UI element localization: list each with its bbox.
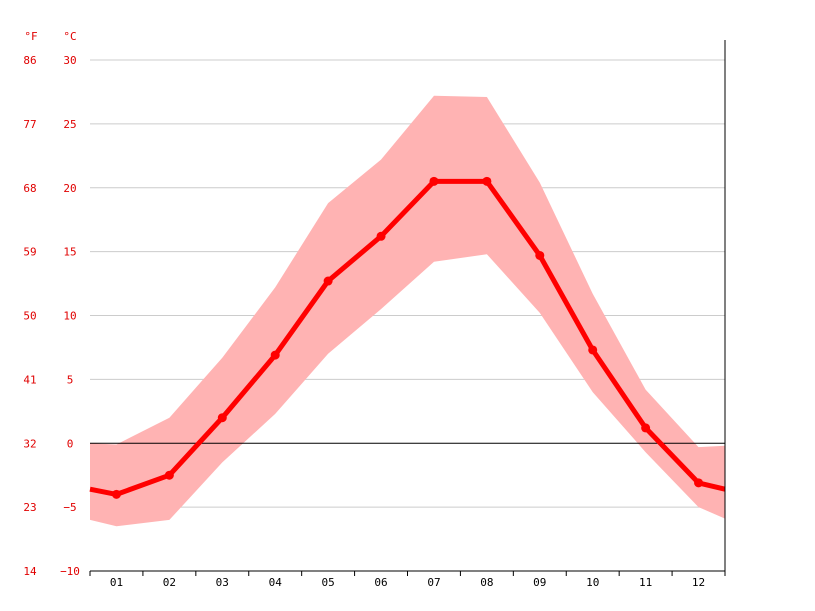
x-tick-labels: 01 02 03 04 05 06 07 08 09 10 11 12	[110, 576, 705, 589]
celsius-tick-label: 25	[63, 118, 76, 131]
data-point	[429, 176, 439, 186]
x-tick-label: 03	[216, 576, 229, 589]
y-tick-labels: 86 30 77 25 68 20 59 15 50 10 41 5 32 0 23 −5 14 −10	[23, 54, 80, 578]
celsius-tick-label: 0	[67, 437, 74, 450]
celsius-tick-label: 30	[63, 54, 76, 67]
celsius-tick-label: 20	[63, 182, 76, 195]
fahrenheit-tick-label: 41	[23, 373, 36, 386]
fahrenheit-tick-label: 32	[23, 437, 36, 450]
fahrenheit-tick-label: 77	[23, 118, 36, 131]
data-point	[641, 423, 651, 433]
x-tick-label: 10	[586, 576, 599, 589]
data-points	[111, 176, 704, 499]
x-tick-label: 01	[110, 576, 123, 589]
data-point	[588, 345, 598, 355]
data-point	[217, 413, 227, 423]
fahrenheit-tick-label: 86	[23, 54, 36, 67]
data-point	[111, 489, 121, 499]
x-tick-label: 09	[533, 576, 546, 589]
x-tick-label: 02	[163, 576, 176, 589]
data-point	[535, 250, 545, 260]
x-tick-marks	[89, 571, 726, 576]
celsius-tick-label: 5	[67, 373, 74, 386]
data-point	[164, 470, 174, 480]
celsius-tick-label: 10	[63, 310, 76, 323]
x-tick-label: 05	[322, 576, 335, 589]
x-tick-label: 07	[427, 576, 440, 589]
celsius-tick-label: −10	[60, 565, 80, 578]
average-temperature-line	[89, 178, 726, 497]
celsius-tick-label: 15	[63, 246, 76, 259]
fahrenheit-tick-label: 68	[23, 182, 36, 195]
fahrenheit-unit-label: °F	[24, 30, 37, 43]
celsius-tick-label: −5	[63, 501, 76, 514]
data-point	[323, 276, 333, 286]
x-tick-label: 04	[269, 576, 283, 589]
temperature-range-band	[90, 95, 725, 527]
data-point	[694, 478, 704, 488]
x-tick-label: 11	[639, 576, 652, 589]
data-point	[482, 176, 492, 186]
celsius-unit-label: °C	[63, 30, 76, 43]
data-point	[270, 350, 280, 360]
fahrenheit-tick-label: 59	[23, 246, 36, 259]
x-tick-label: 08	[480, 576, 493, 589]
data-point	[376, 231, 386, 241]
x-tick-label: 12	[692, 576, 705, 589]
fahrenheit-tick-label: 23	[23, 501, 36, 514]
x-tick-label: 06	[374, 576, 387, 589]
fahrenheit-tick-label: 50	[23, 310, 36, 323]
fahrenheit-tick-label: 14	[23, 565, 37, 578]
